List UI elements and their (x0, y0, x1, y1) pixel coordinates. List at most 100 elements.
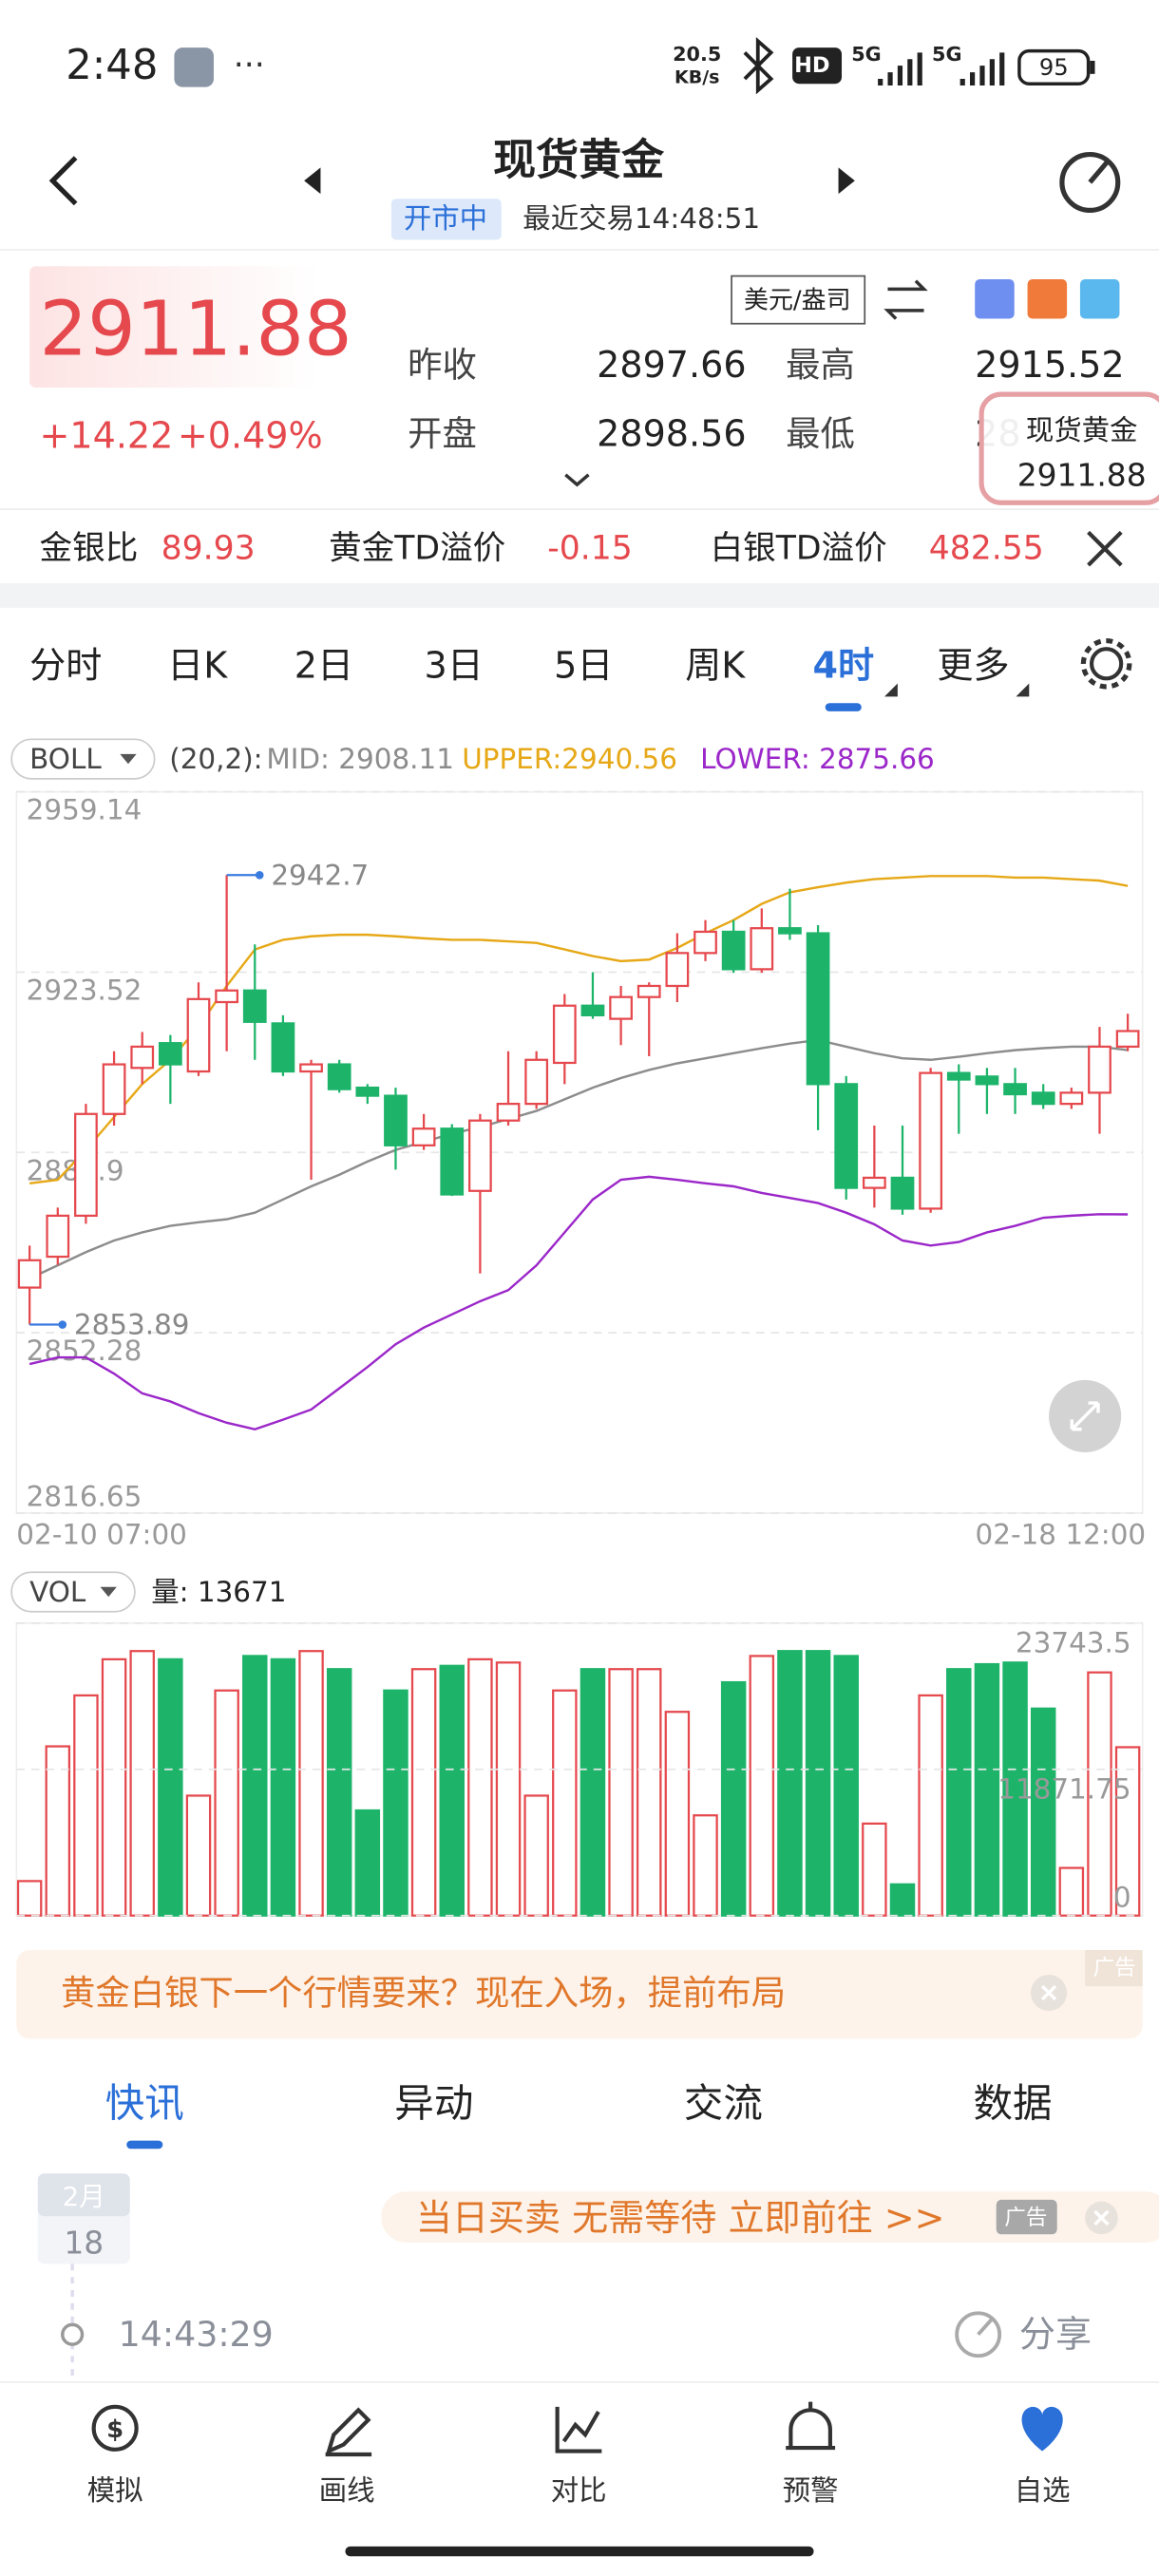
floating-widget[interactable] (978, 391, 1159, 505)
nav-label[interactable]: 预警 (783, 2474, 839, 2507)
y-tick-label: 2852.28 (27, 1335, 142, 1367)
period-tab[interactable]: 周K (685, 644, 746, 686)
nav-label[interactable]: 画线 (319, 2474, 375, 2507)
boll-line (28, 1175, 1129, 1431)
news-tab[interactable]: 快讯 (105, 2079, 184, 2126)
indicator-name: BOLL (29, 743, 102, 775)
battery (1017, 48, 1091, 85)
ad-banner[interactable] (16, 1950, 1143, 2039)
period-tab[interactable]: 2日 (294, 644, 353, 686)
period-tab[interactable]: 5日 (554, 644, 613, 686)
candle-body (1115, 1030, 1140, 1049)
unit-box[interactable] (731, 275, 866, 325)
candle-body (440, 1127, 465, 1196)
news-tab[interactable]: 交流 (684, 2079, 763, 2126)
last-trade: 最近交易14:48:51 (522, 202, 760, 235)
next-instrument[interactable] (838, 167, 855, 195)
news-tab-underline (126, 2140, 163, 2150)
candle-body (862, 1176, 886, 1189)
candle-body (806, 932, 830, 1086)
fullscreen-icon (1070, 1401, 1100, 1431)
nav-label[interactable]: 对比 (551, 2474, 607, 2507)
share[interactable]: 分享 (1019, 2314, 1092, 2356)
price-change-pct: +0.49% (178, 414, 323, 456)
date-day: 18 (64, 2224, 104, 2261)
volume-bar (523, 1794, 549, 1917)
volume-indicator-pill[interactable] (10, 1571, 136, 1613)
candle-body (186, 997, 211, 1073)
period-tab[interactable]: 分时 (29, 644, 102, 686)
stat-value: 2898.56 (597, 413, 746, 455)
volume-bar (552, 1689, 578, 1917)
back-button[interactable] (48, 156, 78, 206)
more-dots: ··· (234, 47, 265, 85)
net-speed: 20.5 (673, 43, 721, 66)
extreme-label: 2853.89 (74, 1309, 190, 1341)
close-ratios[interactable] (1087, 530, 1123, 567)
candle-body (215, 989, 239, 1004)
feed-ad-text: 当日买卖 无需等待 立即前往 >> (416, 2197, 945, 2239)
refresh-button[interactable] (1059, 151, 1121, 213)
y-tick-label: 2816.65 (27, 1481, 142, 1513)
widget-name: 现货黄金 (1026, 414, 1138, 446)
nav-label[interactable]: 模拟 (87, 2474, 143, 2507)
volume-bar (185, 1794, 212, 1917)
period-tab[interactable]: 3日 (424, 644, 483, 686)
ratio-label: 黄金TD溢价 (329, 530, 505, 568)
candle-body (636, 984, 661, 998)
volume-bar (636, 1668, 662, 1917)
tool-icon-3[interactable] (1079, 279, 1120, 319)
share-icon-needle (977, 2318, 993, 2337)
candle-body (721, 930, 746, 971)
tool-icon-2[interactable] (1027, 279, 1068, 319)
candle-body (946, 1071, 971, 1081)
indicator-pill[interactable] (10, 738, 156, 780)
date-month-bg (37, 2173, 130, 2217)
stat-value: 2915.52 (975, 344, 1124, 386)
candle-body (552, 1004, 577, 1065)
candle-body (1031, 1091, 1055, 1106)
legend-entry: MID: 2908.11 (266, 743, 454, 775)
expand-chevron[interactable] (564, 473, 590, 487)
candle-body (919, 1071, 943, 1210)
candle-body (299, 1063, 323, 1073)
period-tab[interactable]: 4时 (812, 644, 874, 686)
section-gap (0, 583, 1159, 608)
net2-text: 5G (932, 43, 961, 66)
candle-body (355, 1086, 380, 1097)
volume-bar (946, 1668, 972, 1917)
period-tab[interactable]: 日K (167, 644, 228, 686)
market-status: 开市中 (404, 202, 487, 235)
y-tick-label: 2923.52 (27, 975, 142, 1007)
volume-bar (1058, 1866, 1085, 1917)
news-tab[interactable]: 异动 (394, 2079, 473, 2126)
widget-price: 2911.88 (1017, 456, 1147, 493)
signal-1 (878, 52, 922, 85)
price-change: +14.22 (40, 414, 174, 456)
volume-bar (777, 1650, 803, 1917)
settings-button[interactable] (1089, 647, 1124, 681)
stat-label: 最低 (786, 413, 855, 454)
news-tab[interactable]: 数据 (973, 2079, 1052, 2126)
hd-text: HD (794, 53, 829, 78)
volume-bar (73, 1694, 99, 1917)
prev-instrument[interactable] (304, 167, 321, 195)
volume-bar (693, 1814, 718, 1917)
period-tab[interactable]: 更多 (937, 644, 1009, 686)
volume-bar (918, 1694, 943, 1917)
swap-icon[interactable] (884, 279, 928, 320)
signal-2 (960, 52, 1005, 85)
volume-bar (214, 1689, 239, 1917)
indicator-params: (20,2): (169, 743, 262, 775)
feed-ad[interactable] (381, 2191, 1159, 2243)
ratio-label: 金银比 (40, 530, 139, 568)
tool-icon-1[interactable] (975, 279, 1015, 319)
settings-gear-teeth (1080, 637, 1132, 690)
volume-bar (720, 1680, 747, 1917)
nav-label[interactable]: 自选 (1015, 2474, 1071, 2507)
candle-body (102, 1063, 126, 1115)
volume-bar (580, 1668, 606, 1917)
share-icon[interactable] (955, 2311, 1002, 2358)
price-box (29, 266, 319, 388)
